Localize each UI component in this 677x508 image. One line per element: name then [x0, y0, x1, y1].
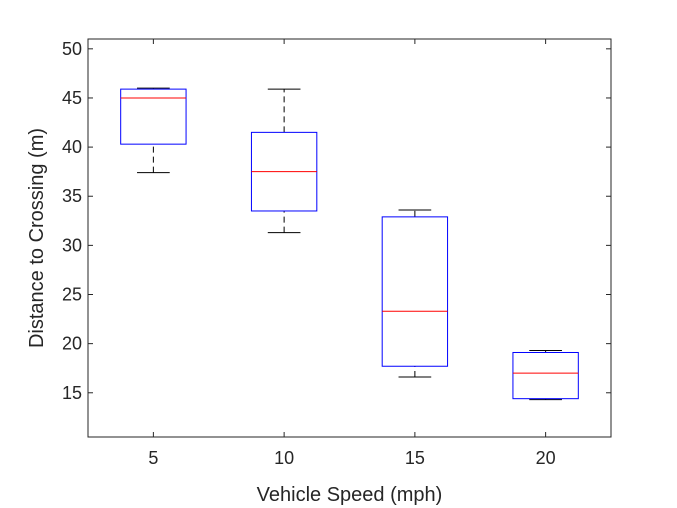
x-axis-ticks: 5 10 15 20 — [148, 39, 556, 468]
box-iqr — [120, 88, 187, 145]
plot-background — [88, 39, 611, 437]
plot-frame — [87, 38, 612, 438]
y-axis-ticks: 15 20 25 30 35 40 45 50 — [62, 39, 611, 403]
x-axis-title: Vehicle Speed (mph) — [257, 484, 443, 506]
box-group — [381, 209, 449, 378]
box-group — [250, 88, 318, 234]
y-tick-label: 35 — [62, 186, 82, 206]
y-tick-label: 30 — [62, 235, 82, 255]
box-group — [512, 350, 579, 401]
x-tick-label: 15 — [405, 448, 425, 468]
box-iqr — [381, 216, 449, 367]
box-group — [120, 87, 187, 174]
y-tick-label: 45 — [62, 88, 82, 108]
box-iqr — [512, 351, 579, 400]
y-tick-label: 20 — [62, 334, 82, 354]
x-tick-label: 10 — [274, 448, 294, 468]
y-axis-title: Distance to Crossing (m) — [26, 128, 48, 348]
box-plot-marks — [120, 87, 579, 401]
x-tick-label: 5 — [148, 448, 158, 468]
y-tick-label: 40 — [62, 137, 82, 157]
y-tick-label: 15 — [62, 383, 82, 403]
y-tick-label: 50 — [62, 39, 82, 59]
y-tick-label: 25 — [62, 285, 82, 305]
x-tick-label: 20 — [536, 448, 556, 468]
